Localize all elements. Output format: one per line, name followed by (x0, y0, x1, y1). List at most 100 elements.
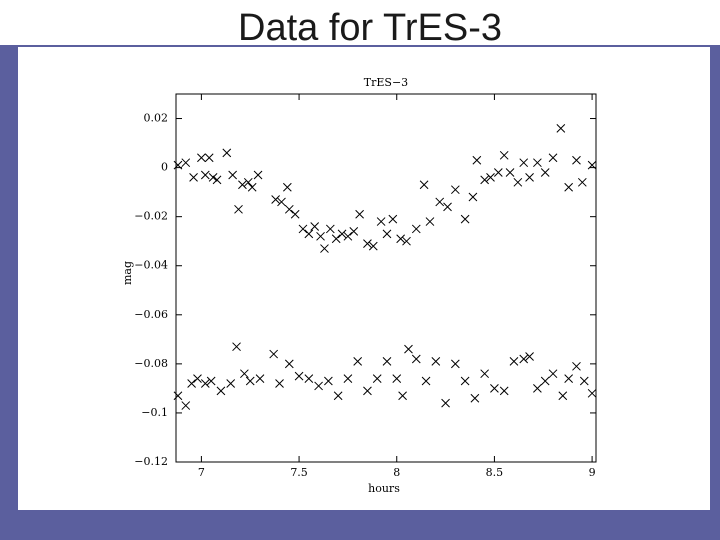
data-point (404, 344, 413, 354)
y-tick-label: −0.1 (141, 406, 168, 419)
data-point (222, 148, 232, 158)
x-tick-label: 8.5 (486, 466, 504, 479)
data-point (460, 376, 470, 386)
data-point (200, 379, 210, 388)
data-point (411, 224, 421, 234)
data-point (450, 185, 460, 195)
data-point (316, 231, 325, 241)
data-point (255, 374, 265, 383)
data-point (480, 175, 490, 185)
y-tick-label: −0.04 (134, 259, 168, 272)
data-point (558, 391, 568, 401)
data-point (556, 123, 566, 133)
data-point (331, 234, 341, 244)
data-point (349, 227, 359, 236)
data-point (243, 177, 253, 187)
data-point (533, 158, 542, 168)
data-point (460, 214, 470, 224)
data-point (505, 168, 515, 177)
data-point (533, 384, 542, 393)
data-point (486, 173, 495, 182)
data-point (396, 234, 406, 244)
data-point (284, 359, 294, 369)
data-point (208, 173, 218, 182)
data-point (189, 173, 198, 182)
data-point (525, 173, 534, 182)
data-point (441, 398, 450, 408)
data-point (206, 376, 216, 386)
y-tick-label: −0.02 (134, 210, 168, 223)
data-point (284, 204, 294, 214)
data-point (290, 209, 300, 219)
chart-title: TrES−3 (364, 76, 408, 89)
data-point (173, 391, 183, 401)
data-point (376, 217, 386, 226)
data-point (513, 177, 523, 187)
x-tick-label: 7.5 (290, 466, 308, 479)
data-point (355, 209, 364, 219)
data-point (343, 374, 353, 383)
x-tick-label: 9 (589, 466, 596, 479)
data-point (564, 374, 574, 383)
plot-frame (175, 93, 597, 463)
data-point (499, 386, 509, 396)
data-point (579, 376, 589, 386)
data-point (368, 241, 378, 251)
data-point (314, 381, 323, 391)
data-point (468, 192, 478, 202)
y-tick-label: −0.12 (134, 455, 168, 468)
data-point (572, 361, 581, 371)
data-point (245, 376, 255, 386)
data-point (294, 371, 304, 381)
data-point (402, 236, 411, 246)
data-point (363, 386, 372, 396)
x-tick-label: 7 (198, 466, 205, 479)
data-point (181, 401, 191, 410)
data-point (238, 180, 247, 190)
data-point (388, 214, 398, 224)
data-point (564, 182, 574, 192)
data-point (325, 224, 335, 234)
data-point (247, 182, 257, 192)
data-point (435, 197, 445, 207)
data-point (226, 379, 236, 388)
data-point (382, 357, 392, 366)
data-point (587, 388, 597, 398)
data-point (269, 349, 279, 359)
data-point (275, 379, 284, 388)
data-point (450, 359, 460, 369)
data-point (212, 175, 222, 185)
data-point (353, 357, 363, 366)
data-point (232, 342, 241, 352)
data-point (173, 160, 183, 170)
data-point (525, 352, 534, 361)
data-point (519, 354, 529, 364)
data-point (419, 180, 429, 190)
y-axis-label: mag (121, 261, 134, 285)
slide-title: Data for TrES-3 (238, 7, 502, 49)
data-point (490, 384, 499, 393)
data-point (200, 170, 210, 180)
data-point (587, 160, 597, 170)
data-point (181, 158, 191, 168)
data-point (392, 374, 402, 383)
data-point (187, 379, 196, 388)
data-point (572, 155, 581, 165)
data-point (320, 244, 329, 253)
data-point (337, 229, 347, 239)
data-point (382, 229, 392, 239)
plot-panel (18, 47, 710, 510)
data-point (577, 177, 587, 187)
data-point (193, 374, 202, 383)
data-point (343, 231, 353, 241)
x-axis-label: hours (368, 482, 400, 495)
data-point (240, 369, 249, 379)
data-point (197, 153, 206, 163)
data-point (398, 391, 407, 401)
data-point (540, 376, 550, 386)
data-point (310, 222, 320, 231)
data-point (472, 155, 482, 165)
data-point (204, 153, 214, 163)
data-point (480, 369, 490, 379)
